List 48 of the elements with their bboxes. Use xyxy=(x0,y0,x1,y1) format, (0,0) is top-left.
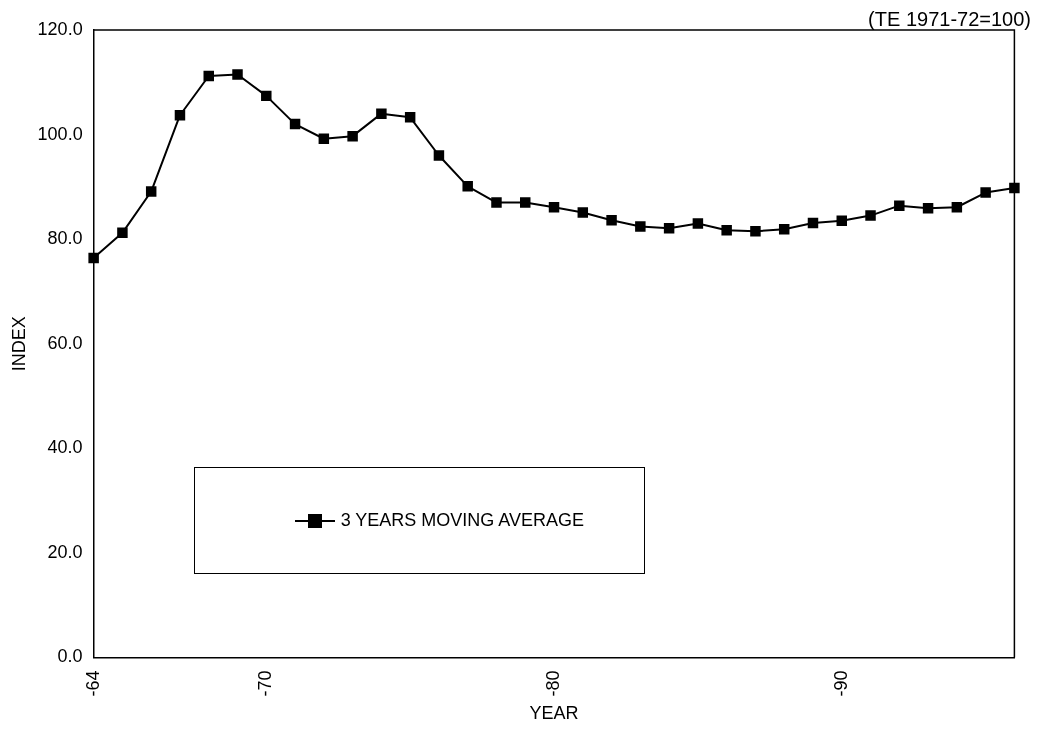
point xyxy=(376,108,387,119)
point xyxy=(347,130,358,142)
x-tick-label: -70 xyxy=(255,670,276,697)
point xyxy=(865,210,876,221)
y-tick-label: 20.0 xyxy=(47,541,83,562)
point xyxy=(922,203,934,214)
point xyxy=(778,223,790,235)
point xyxy=(261,90,272,102)
point xyxy=(462,181,473,192)
annotation: (TE 1971-72=100) xyxy=(868,8,1031,31)
point xyxy=(980,187,991,198)
y-tick-label: 80.0 xyxy=(47,228,83,249)
point xyxy=(203,70,214,82)
point xyxy=(721,225,732,236)
x-tick-label: -90 xyxy=(830,670,851,697)
point xyxy=(951,201,963,213)
y-tick-label: 60.0 xyxy=(47,332,83,353)
point xyxy=(491,197,502,208)
point xyxy=(663,222,675,234)
point xyxy=(433,150,445,161)
point xyxy=(520,197,531,208)
point xyxy=(577,207,589,218)
x-tick-label: -64 xyxy=(82,670,103,697)
point xyxy=(807,217,819,229)
point xyxy=(289,118,301,130)
point xyxy=(117,227,128,239)
point xyxy=(635,221,646,232)
y-tick-label: 100.0 xyxy=(37,123,83,144)
y-tick-label: 0.0 xyxy=(57,646,83,667)
point xyxy=(836,215,847,227)
point xyxy=(894,200,905,211)
point xyxy=(548,201,560,213)
point xyxy=(145,186,157,197)
legend-label: 3 YEARS MOVING AVERAGE xyxy=(340,510,585,532)
x-axis-title: YEAR xyxy=(529,703,579,724)
point xyxy=(318,133,330,144)
point xyxy=(606,215,617,226)
y-tick-label: 40.0 xyxy=(47,437,83,458)
point xyxy=(174,109,186,121)
point xyxy=(750,226,761,237)
point xyxy=(1009,182,1020,194)
point xyxy=(404,112,416,123)
y-tick-label: 120.0 xyxy=(37,18,83,39)
x-tick-label: -80 xyxy=(542,670,563,697)
point xyxy=(232,69,243,80)
point xyxy=(692,218,704,229)
point xyxy=(88,252,99,264)
y-axis-title: INDEX xyxy=(8,316,29,372)
